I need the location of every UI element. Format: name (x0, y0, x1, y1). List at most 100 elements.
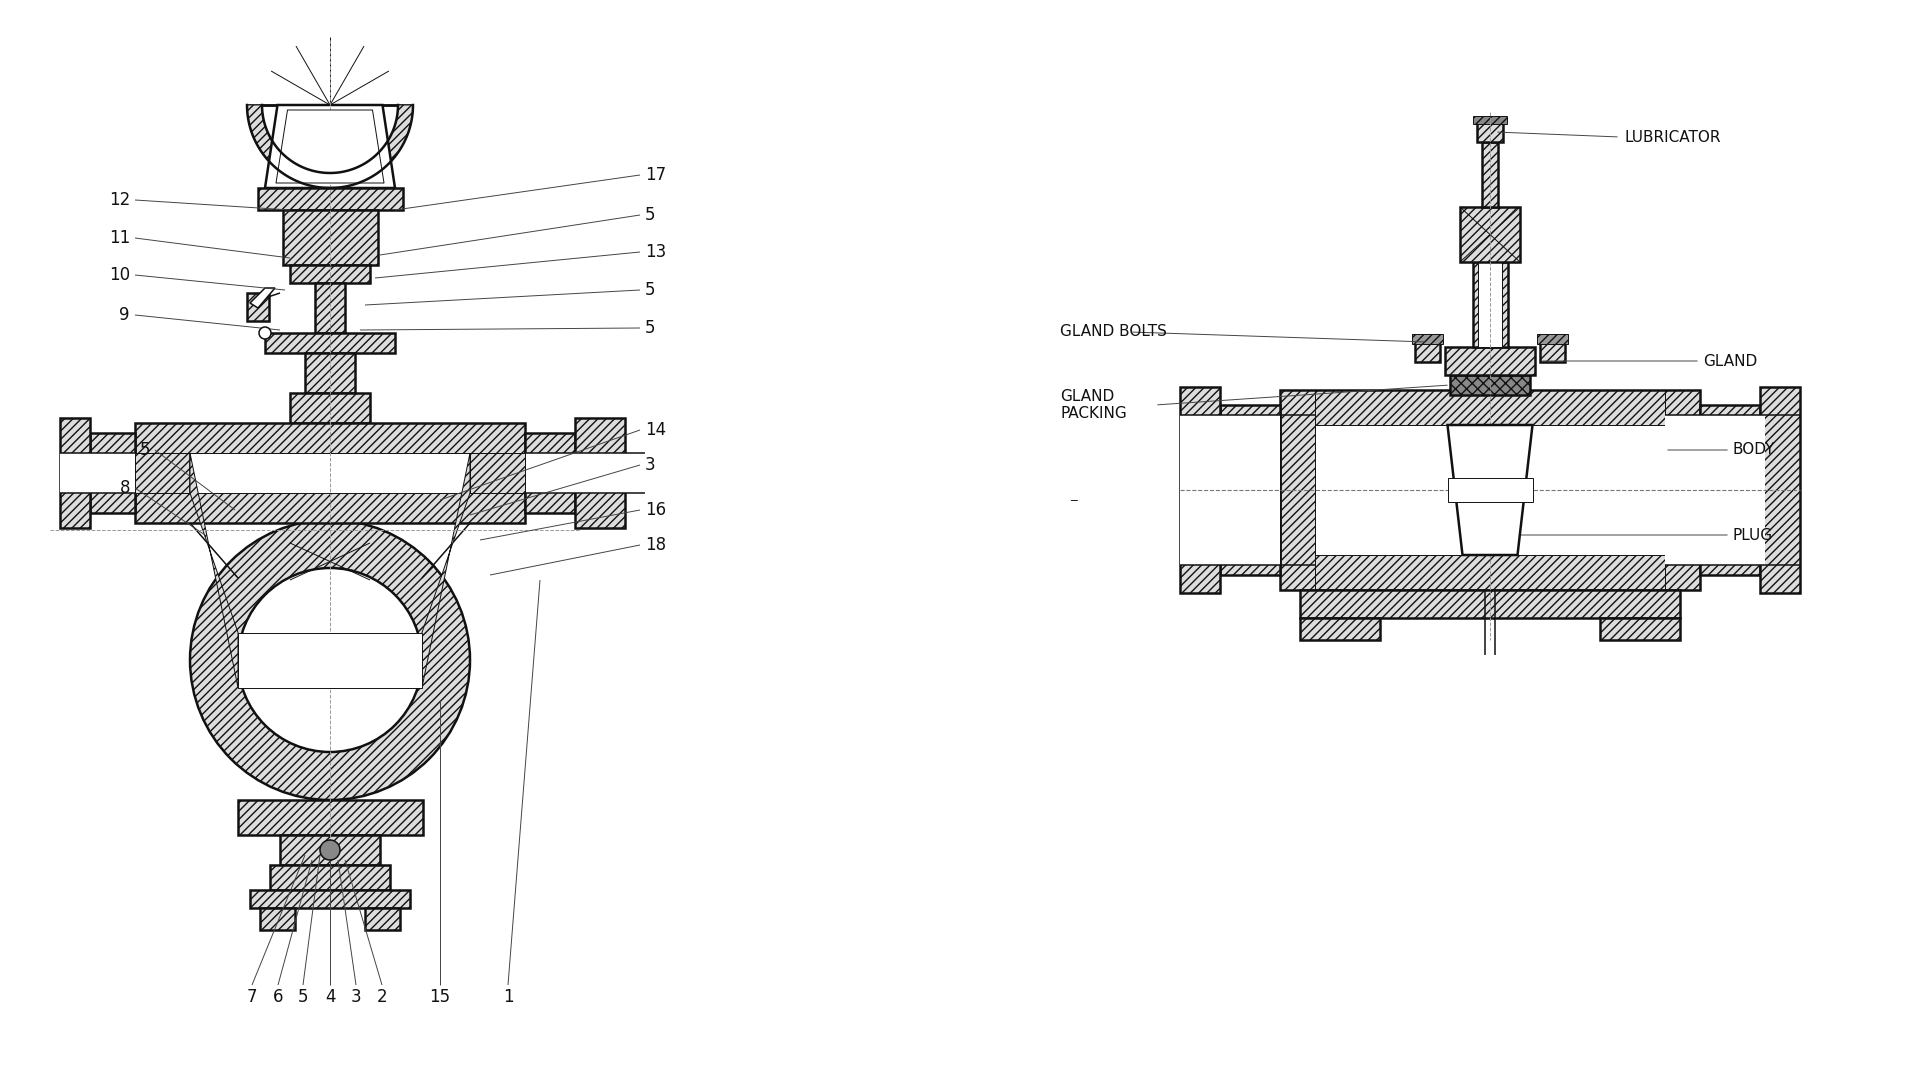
Bar (1281, 390, 1699, 426)
Bar (1476, 122, 1503, 141)
Bar (1761, 387, 1801, 593)
Text: 10: 10 (109, 266, 131, 284)
Bar (1300, 590, 1680, 618)
Bar (290, 393, 371, 423)
Bar (1482, 141, 1498, 207)
Bar (1415, 342, 1440, 362)
Bar (257, 188, 403, 210)
Bar (257, 188, 403, 210)
Text: 12: 12 (109, 191, 131, 210)
Text: 5: 5 (140, 441, 150, 459)
Text: 5: 5 (645, 281, 655, 299)
Bar (282, 210, 378, 265)
Bar (1599, 618, 1680, 640)
Polygon shape (1448, 426, 1532, 555)
Text: 15: 15 (430, 988, 451, 1005)
Bar (1665, 415, 1764, 565)
Bar (1411, 334, 1444, 345)
Bar (250, 890, 411, 908)
Bar (1300, 618, 1380, 640)
Bar (1459, 207, 1521, 262)
Text: GLAND: GLAND (1703, 353, 1757, 368)
Bar (365, 908, 399, 930)
Text: 3: 3 (351, 988, 361, 1005)
Bar (90, 433, 134, 513)
Polygon shape (276, 110, 384, 183)
Bar (1181, 415, 1281, 565)
Bar (134, 492, 524, 523)
Bar (1459, 207, 1521, 262)
Bar (524, 433, 574, 513)
Bar (1446, 347, 1534, 375)
Bar (1482, 141, 1498, 207)
Polygon shape (190, 453, 238, 688)
Bar (1699, 405, 1761, 575)
Bar (280, 835, 380, 865)
Text: BODY: BODY (1734, 443, 1776, 458)
Text: 13: 13 (645, 243, 666, 261)
Text: 7: 7 (248, 988, 257, 1005)
Bar (271, 865, 390, 890)
Bar (1473, 262, 1507, 347)
Bar (238, 800, 422, 835)
Bar (1181, 387, 1219, 593)
Bar (90, 433, 134, 513)
Polygon shape (248, 105, 413, 188)
Text: ─: ─ (1069, 495, 1077, 505)
Bar (1281, 390, 1315, 590)
Bar (134, 453, 190, 492)
Circle shape (321, 840, 340, 860)
Text: LUBRICATOR: LUBRICATOR (1624, 130, 1722, 145)
Text: GLAND
PACKING: GLAND PACKING (1060, 389, 1127, 421)
Bar (315, 283, 346, 333)
Bar (1450, 375, 1530, 395)
Bar (265, 333, 396, 353)
Bar (1448, 478, 1532, 502)
Bar (1538, 334, 1569, 345)
Bar (1473, 116, 1507, 124)
Bar (248, 293, 269, 321)
Bar (305, 353, 355, 393)
Bar (265, 333, 396, 353)
Bar (1665, 390, 1699, 590)
Bar (259, 908, 296, 930)
Polygon shape (422, 453, 470, 688)
Bar (365, 908, 399, 930)
Bar (1446, 347, 1534, 375)
Bar (238, 633, 422, 688)
Bar (1476, 122, 1503, 141)
Bar (524, 453, 645, 492)
Circle shape (238, 568, 422, 752)
Text: 3: 3 (645, 456, 655, 474)
Text: 6: 6 (273, 988, 284, 1005)
Text: 9: 9 (119, 306, 131, 324)
Bar (134, 423, 524, 523)
Bar (134, 423, 524, 453)
Bar (60, 418, 90, 528)
Bar (1281, 555, 1699, 590)
Text: 11: 11 (109, 229, 131, 247)
Text: 18: 18 (645, 536, 666, 554)
Text: 14: 14 (645, 421, 666, 438)
Bar (1281, 390, 1699, 590)
Bar (1181, 387, 1219, 593)
Bar (1478, 262, 1501, 347)
Text: 8: 8 (119, 480, 131, 497)
Polygon shape (250, 288, 275, 308)
Bar (259, 908, 296, 930)
Text: 17: 17 (645, 166, 666, 184)
Bar (1450, 375, 1530, 395)
Text: 5: 5 (645, 206, 655, 224)
Text: 16: 16 (645, 501, 666, 519)
Text: GLAND BOLTS: GLAND BOLTS (1060, 324, 1167, 339)
Bar (1540, 342, 1565, 362)
Text: 1: 1 (503, 988, 513, 1005)
Bar (305, 353, 355, 393)
Bar (1761, 387, 1801, 593)
Text: 4: 4 (324, 988, 336, 1005)
Bar (250, 890, 411, 908)
Bar (1540, 342, 1565, 362)
Bar (280, 835, 380, 865)
Bar (282, 210, 378, 265)
Bar (248, 293, 269, 321)
